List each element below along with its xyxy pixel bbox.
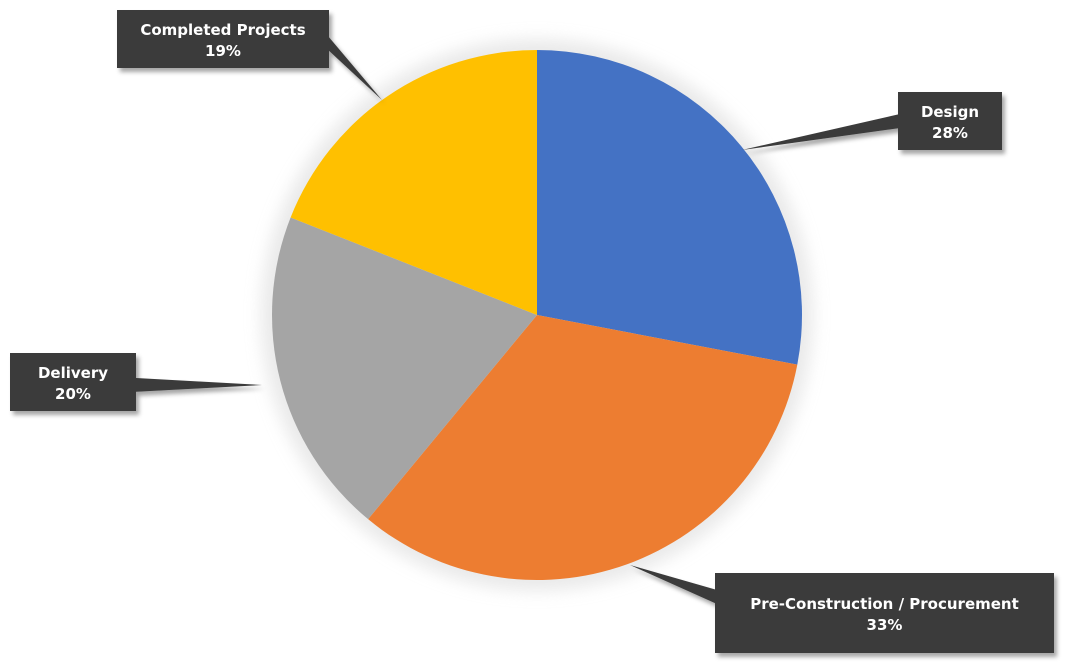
- callout-pointer: [630, 565, 717, 604]
- slice-value-label: 20%: [55, 385, 91, 403]
- callout-pre-construction-procurement: Pre-Construction / Procurement 33%: [630, 565, 1054, 653]
- callout-box: [898, 92, 1002, 150]
- callout-completed-projects: Completed Projects 19%: [117, 10, 382, 100]
- pie-slices: [271, 50, 802, 581]
- pie-callouts: Design 28% Pre-Construction / Procurement 3…: [10, 10, 1054, 653]
- callout-box: [715, 573, 1054, 653]
- slice-label: Design: [921, 103, 979, 121]
- slice-label: Completed Projects: [140, 21, 305, 39]
- slice-label: Delivery: [38, 364, 108, 382]
- slice-label: Pre-Construction / Procurement: [750, 595, 1019, 613]
- slice-value-label: 28%: [932, 124, 968, 142]
- callout-box: [117, 10, 329, 68]
- pie-slice-design: [537, 50, 802, 365]
- callout-delivery: Delivery 20%: [10, 353, 262, 411]
- slice-value-label: 33%: [867, 616, 903, 634]
- pie-slice-completed-projects: [290, 50, 537, 315]
- callout-pointer: [327, 34, 382, 100]
- callout-pointer: [742, 114, 900, 150]
- pie-slice-delivery: [271, 217, 537, 520]
- slice-value-label: 19%: [205, 42, 241, 60]
- callout-design: Design 28%: [742, 92, 1002, 150]
- pie-slice-pre-construction-procurement: [368, 315, 798, 581]
- callout-box: [10, 353, 136, 411]
- callout-pointer: [134, 377, 262, 392]
